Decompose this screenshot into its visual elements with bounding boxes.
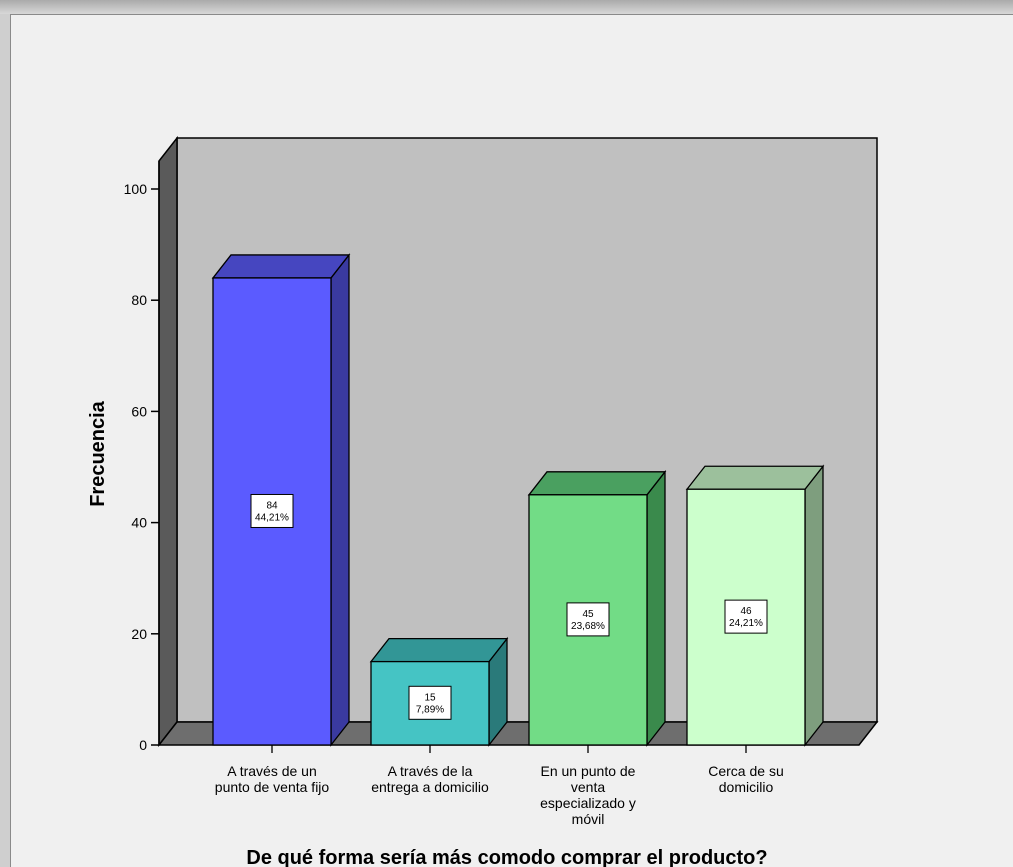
- data-label-value: 15: [424, 692, 436, 703]
- bar-side: [805, 466, 823, 745]
- x-tick-label: A través de un punto de venta fijo: [215, 763, 330, 795]
- data-label-value: 45: [582, 609, 594, 620]
- bar-group: 157,89%: [371, 639, 507, 753]
- y-tick-label: 100: [124, 181, 148, 197]
- x-tick-label: A través de la entrega a domicilio: [371, 763, 489, 795]
- bar-side: [331, 255, 349, 745]
- left-wall: [159, 138, 177, 745]
- data-label-percent: 24,21%: [729, 618, 763, 629]
- y-axis-ticks: 0 20 40 60 80 100: [124, 181, 159, 753]
- y-tick-label: 0: [139, 737, 147, 753]
- y-tick-label: 80: [131, 292, 147, 308]
- y-tick-label: 20: [131, 626, 147, 642]
- bar-top: [371, 639, 507, 662]
- bar-top: [213, 255, 349, 278]
- x-tick-label: En un punto de venta especializado y móvil: [540, 763, 636, 827]
- data-label-value: 84: [266, 500, 278, 511]
- data-label-percent: 44,21%: [255, 512, 289, 523]
- bar-top: [687, 466, 823, 489]
- y-tick-label: 60: [131, 403, 147, 419]
- x-tick-label: Cerca de su domicilio: [708, 763, 783, 795]
- y-axis-label: Frecuencia: [87, 400, 109, 506]
- category-labels: A través de un punto de venta fijo A travé…: [215, 763, 784, 827]
- data-label-percent: 23,68%: [571, 621, 605, 632]
- data-label-value: 46: [740, 606, 752, 617]
- data-label-percent: 7,89%: [416, 704, 444, 715]
- y-tick-label: 40: [131, 515, 147, 531]
- x-axis-label: De qué forma sería más comodo comprar el…: [246, 847, 767, 867]
- bar-top: [529, 472, 665, 495]
- bar-side: [647, 472, 665, 745]
